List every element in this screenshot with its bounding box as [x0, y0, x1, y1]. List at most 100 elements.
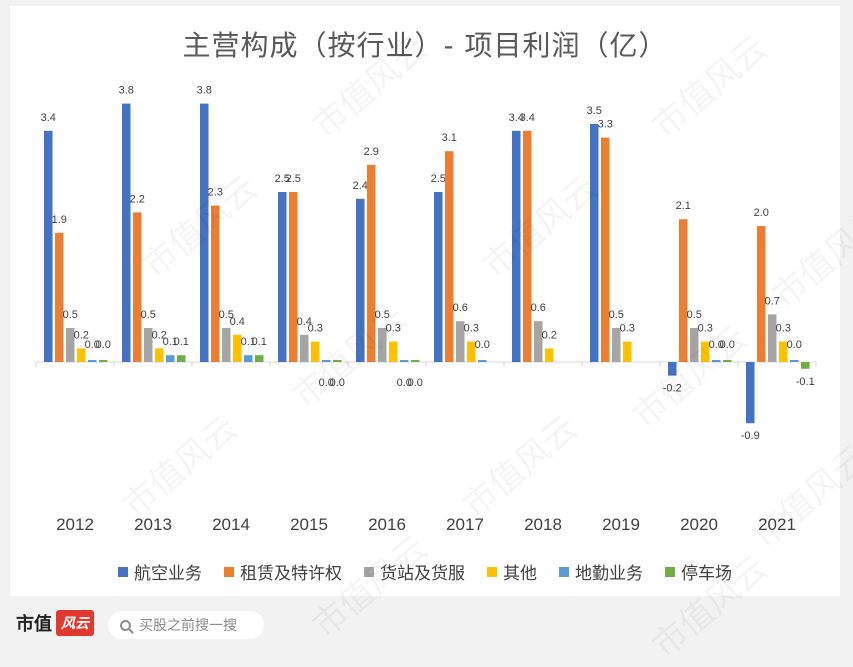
data-label-2020-s1: 2.1	[676, 200, 691, 212]
data-label-2021-s3: 0.3	[776, 323, 791, 335]
data-label-2017-s0: 2.5	[431, 173, 446, 185]
legend-swatch	[487, 566, 497, 577]
x-tick-label-2012: 2012	[56, 515, 94, 534]
bar-2019-s0	[590, 124, 599, 362]
bar-2017-s3	[467, 341, 476, 362]
legend-swatch	[118, 566, 128, 577]
footer-bar: 市值 风云 买股之前搜一搜	[0, 598, 853, 659]
legend-item-5: 停车场	[665, 559, 732, 584]
bar-2021-s0	[746, 362, 755, 424]
bar-2017-s1	[445, 151, 454, 362]
data-label-2018-s2: 0.6	[531, 302, 546, 314]
data-label-2018-s1: 3.4	[520, 112, 535, 124]
x-tick-label-2018: 2018	[524, 515, 562, 534]
data-label-2021-s1: 2.0	[754, 207, 769, 219]
data-label-2015-s2: 0.4	[297, 316, 312, 328]
data-label-2021-s5: -0.1	[796, 376, 815, 388]
data-label-2014-s5: 0.1	[252, 336, 267, 348]
data-label-2012-s4: 0.0	[85, 339, 100, 351]
bar-2016-s3	[389, 341, 398, 362]
bar-2013-s1	[133, 212, 142, 362]
bar-2014-s1	[211, 205, 220, 362]
bar-2014-s3	[233, 334, 242, 362]
legend-item-1: 租赁及特许权	[224, 559, 342, 584]
x-tick-label-2017: 2017	[446, 515, 484, 534]
bar-2015-s1	[289, 192, 298, 362]
legend-label: 地勤业务	[575, 564, 643, 584]
legend-label: 其他	[503, 564, 537, 584]
bar-2015-s0	[278, 192, 287, 362]
data-label-2020-s4: 0.0	[709, 339, 724, 351]
data-label-2012-s1: 1.9	[52, 214, 67, 226]
data-label-2014-s1: 2.3	[208, 187, 223, 199]
bar-2021-s2	[768, 314, 777, 362]
bar-2018-s2	[534, 321, 543, 362]
data-label-2016-s4: 0.0	[397, 377, 412, 389]
data-label-2017-s3: 0.3	[464, 323, 479, 335]
search-placeholder: 买股之前搜一搜	[139, 618, 237, 634]
data-label-2012-s0: 3.4	[41, 112, 56, 124]
bar-2021-s4	[790, 360, 799, 362]
data-label-2019-s1: 3.3	[598, 119, 613, 131]
bar-2020-s0	[668, 362, 677, 376]
data-label-2012-s2: 0.5	[63, 309, 78, 321]
data-label-2014-s3: 0.4	[230, 316, 245, 328]
legend-item-4: 地勤业务	[559, 559, 643, 584]
bar-2015-s2	[300, 334, 309, 362]
legend-label: 航空业务	[134, 564, 202, 584]
bar-2021-s5	[801, 362, 810, 369]
data-label-2016-s2: 0.5	[375, 309, 390, 321]
chart-title: 主营构成（按行业）- 项目利润（亿）	[182, 29, 668, 62]
bar-2013-s0	[122, 103, 131, 362]
bar-2017-s4	[478, 360, 487, 362]
bar-2012-s1	[55, 232, 64, 362]
bar-2014-s2	[222, 328, 231, 362]
data-label-2015-s1: 2.5	[286, 173, 301, 185]
data-label-2017-s1: 3.1	[442, 132, 457, 144]
bar-2021-s1	[757, 226, 766, 362]
bar-2012-s4	[88, 360, 97, 362]
data-label-2013-s0: 3.8	[119, 85, 134, 97]
bar-chart: 3.41.90.50.20.00.020123.82.20.50.20.10.1…	[35, 85, 817, 534]
legend-swatch	[559, 566, 569, 577]
chart-card: 主营构成（按行业）- 项目利润（亿） 3.4 1.9 0.5 0.2 0.0 0.0 201…	[10, 6, 840, 596]
data-label-2013-s5: 0.1	[174, 336, 189, 348]
legend-swatch	[364, 566, 374, 577]
data-label-2015-s0: 2.5	[275, 173, 290, 185]
brand-logo[interactable]: 市值 风云	[16, 610, 94, 636]
data-label-2013-s2: 0.5	[141, 309, 156, 321]
bar-2013-s4	[166, 355, 175, 362]
bar-2014-s4	[244, 355, 253, 362]
bar-2013-s2	[144, 328, 153, 362]
bar-2014-s0	[200, 103, 209, 362]
bar-2013-s5	[177, 355, 186, 362]
bar-2020-s1	[679, 219, 688, 362]
bar-2017-s2	[456, 321, 465, 362]
bar-2021-s3	[779, 341, 788, 362]
data-label-2016-s0: 2.4	[353, 180, 368, 192]
bar-2015-s3	[311, 341, 320, 362]
bar-2016-s0	[356, 198, 365, 362]
data-label-2021-s0: -0.9	[741, 430, 760, 442]
data-label-2020-s2: 0.5	[687, 309, 702, 321]
x-tick-label-2016: 2016	[368, 515, 406, 534]
data-label-2012-s5: 0.0	[96, 339, 111, 351]
data-label-2012-s3: 0.2	[74, 329, 89, 341]
data-label-2015-s4: 0.0	[319, 377, 334, 389]
search-input[interactable]: 买股之前搜一搜	[108, 611, 264, 639]
bar-2019-s2	[612, 328, 621, 362]
x-tick-label-2015: 2015	[290, 515, 328, 534]
legend-item-2: 货站及货服	[364, 559, 465, 584]
bar-2012-s2	[66, 328, 75, 362]
data-label-2020-s5: 0.0	[720, 339, 735, 351]
bar-2016-s2	[378, 328, 387, 362]
bar-2020-s4	[712, 360, 721, 362]
chart-legend: 航空业务 租赁及特许权 货站及货服 其他 地勤业务 停车场	[10, 559, 840, 584]
bar-2016-s1	[367, 164, 376, 362]
data-label-2020-s3: 0.3	[698, 323, 713, 335]
data-label-2016-s3: 0.3	[386, 323, 401, 335]
legend-label: 货站及货服	[380, 564, 465, 584]
data-label-2015-s5: 0.0	[330, 377, 345, 389]
data-label-2017-s2: 0.6	[453, 302, 468, 314]
data-label-2019-s3: 0.3	[620, 323, 635, 335]
